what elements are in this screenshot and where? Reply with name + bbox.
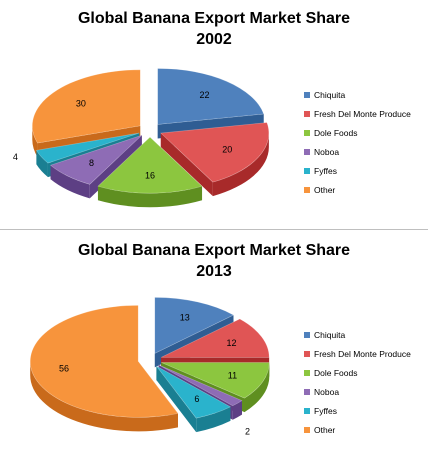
pie-slice-other — [31, 69, 141, 144]
legend-item-fyffes: Fyffes — [304, 406, 411, 425]
legend-item-chiquita: Chiquita — [304, 90, 411, 109]
legend-item-dole-foods: Dole Foods — [304, 368, 411, 387]
legend-label: Fresh Del Monte Produce — [314, 349, 411, 359]
pie-slice-noboa — [158, 364, 243, 407]
pie-slice-dole-foods — [97, 136, 203, 194]
legend-swatch — [304, 389, 310, 395]
legend-swatch — [304, 92, 310, 98]
legend-swatch — [304, 130, 310, 136]
pie-slice-dole-foods — [161, 362, 270, 399]
data-label-chiquita: 13 — [180, 312, 190, 322]
chart-title-line: Global Banana Export Market Share — [77, 242, 351, 259]
data-label-noboa: 8 — [89, 158, 94, 168]
data-label-fresh-del-monte-produce: 12 — [226, 338, 236, 348]
legend-label: Other — [314, 425, 336, 435]
data-label-other: 30 — [76, 98, 86, 108]
chart-title-line: Global Banana Export Market Share — [77, 10, 351, 27]
legend-item-fyffes: Fyffes — [304, 166, 411, 185]
data-label-dole-foods: 16 — [145, 170, 155, 180]
legend-swatch — [304, 370, 310, 376]
legend-item-noboa: Noboa — [304, 147, 411, 166]
legend-swatch — [304, 427, 310, 433]
legend-item-fresh-del-monte-produce: Fresh Del Monte Produce — [304, 109, 411, 128]
pie-chart-2013: 13 12 11 2 6 56 — [29, 297, 270, 436]
legend-label: Fyffes — [314, 166, 337, 176]
legend-label: Chiquita — [314, 330, 346, 340]
pie-slice-other — [29, 305, 179, 418]
pie-slice-fresh-del-monte-produce — [160, 122, 270, 183]
pie-slice-fresh-del-monte-produce — [161, 318, 270, 358]
chart-2013: Global Banana Export Market Share 2013 1… — [0, 232, 428, 460]
chart-2002: Global Banana Export Market Share 2002 2… — [0, 0, 428, 228]
legend-label: Chiquita — [314, 90, 346, 100]
pie-slice-fyffes — [156, 365, 232, 419]
legend-swatch — [304, 351, 310, 357]
legend-2013: Chiquita Fresh Del Monte Produce Dole Food… — [304, 330, 411, 444]
legend-swatch — [304, 111, 310, 117]
legend-label: Fyffes — [314, 406, 337, 416]
legend-swatch — [304, 187, 310, 193]
pie-slice-chiquita — [154, 297, 235, 354]
legend-2002: Chiquita Fresh Del Monte Produce Dole Food… — [304, 90, 411, 204]
pie-slice-chiquita — [157, 68, 265, 125]
legend-item-other: Other — [304, 425, 411, 444]
pie-slice-noboa — [49, 134, 142, 185]
data-label-noboa: 2 — [245, 426, 250, 436]
chart-title: Global Banana Export Market Share 2013 — [0, 240, 428, 282]
data-label-fresh-del-monte-produce: 20 — [222, 144, 232, 154]
legend-item-noboa: Noboa — [304, 387, 411, 406]
data-label-fyffes: 6 — [194, 394, 199, 404]
legend-label: Dole Foods — [314, 368, 358, 378]
legend-label: Fresh Del Monte Produce — [314, 109, 411, 119]
pie-slice-fyffes — [35, 132, 140, 164]
legend-swatch — [304, 168, 310, 174]
legend-label: Other — [314, 185, 336, 195]
legend-label: Noboa — [314, 147, 340, 157]
pie-chart-2002: 22 20 16 8 4 30 — [13, 68, 270, 208]
data-label-other: 56 — [59, 364, 69, 374]
legend-swatch — [304, 332, 310, 338]
legend-swatch — [304, 408, 310, 414]
legend-item-chiquita: Chiquita — [304, 330, 411, 349]
legend-swatch — [304, 149, 310, 155]
chart-subtitle: 2013 — [196, 263, 232, 280]
data-label-chiquita: 22 — [199, 90, 209, 100]
chart-subtitle: 2002 — [196, 31, 232, 48]
legend-label: Noboa — [314, 387, 340, 397]
chart-title: Global Banana Export Market Share 2002 — [0, 8, 428, 50]
divider — [0, 229, 428, 230]
data-label-dole-foods: 11 — [228, 371, 237, 381]
legend-item-dole-foods: Dole Foods — [304, 128, 411, 147]
legend-item-other: Other — [304, 185, 411, 204]
legend-label: Dole Foods — [314, 128, 358, 138]
data-label-fyffes: 4 — [13, 152, 18, 162]
legend-item-fresh-del-monte-produce: Fresh Del Monte Produce — [304, 349, 411, 368]
